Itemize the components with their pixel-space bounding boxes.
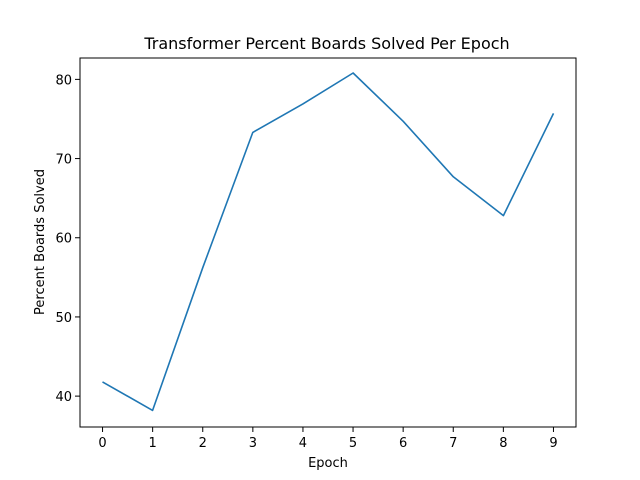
chart-title: Transformer Percent Boards Solved Per Ep… [143,34,509,53]
x-axis-label: Epoch [308,456,348,471]
x-tick-label: 6 [399,436,407,451]
x-tick-label: 2 [199,436,207,451]
x-tick-label: 7 [449,436,457,451]
x-tick-label: 8 [499,436,507,451]
y-tick-label: 70 [55,153,72,168]
y-tick-label: 40 [55,390,72,405]
y-axis-label: Percent Boards Solved [33,169,48,315]
x-tick-label: 3 [249,436,257,451]
x-tick-label: 5 [349,436,357,451]
x-tick-label: 1 [149,436,157,451]
x-tick-label: 9 [549,436,557,451]
x-tick-label: 4 [299,436,307,451]
y-tick-label: 80 [55,73,72,88]
y-tick-label: 50 [55,311,72,326]
series-line [102,72,555,412]
x-tick-label: 0 [98,436,106,451]
y-tick-label: 60 [55,232,72,247]
plot-frame [79,57,577,428]
plot-area: 0 1 2 3 4 5 6 7 8 9 40 50 60 70 80 [55,72,558,451]
